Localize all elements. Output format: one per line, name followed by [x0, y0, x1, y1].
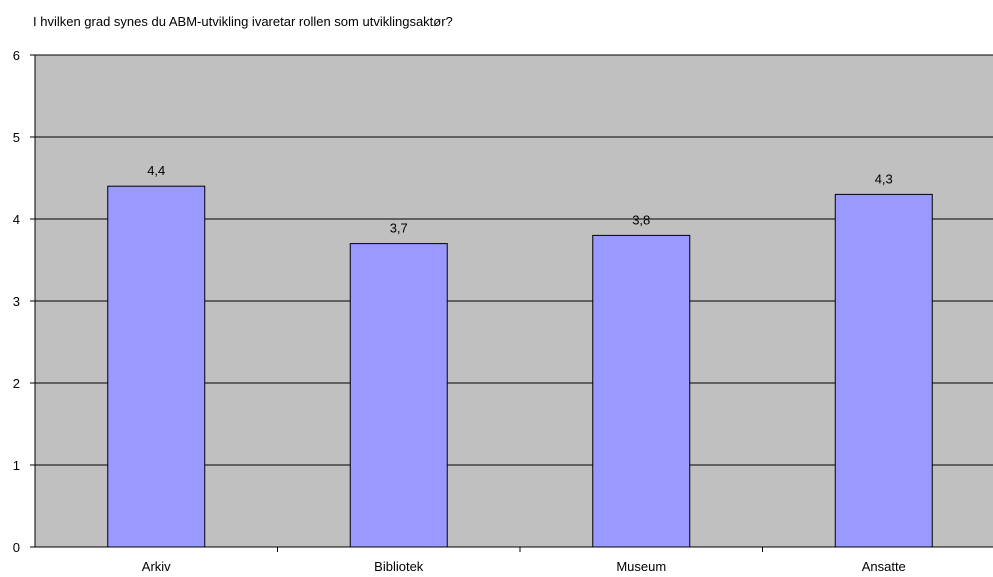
y-tick-label-1: 1	[13, 458, 20, 473]
bar-ansatte	[834, 193, 933, 548]
data-label-museum: 3,8	[632, 212, 650, 227]
data-label-ansatte: 4,3	[875, 171, 893, 186]
x-tick-label-arkiv: Arkiv	[142, 559, 171, 574]
x-tick-label-bibliotek: Bibliotek	[374, 559, 424, 574]
bars	[107, 185, 933, 548]
gridlines	[35, 54, 993, 466]
bar-bibliotek	[349, 243, 448, 548]
data-labels: 4,4 3,7 3,8 4,3	[147, 163, 893, 235]
y-tick-label-3: 3	[13, 294, 20, 309]
y-tick-label-4: 4	[13, 212, 20, 227]
y-tick-label-5: 5	[13, 130, 20, 145]
bar-museum	[592, 234, 691, 548]
chart-title: I hvilken grad synes du ABM-utvikling iv…	[33, 14, 453, 29]
axes	[30, 54, 993, 552]
x-tick-labels: Arkiv Bibliotek Museum Ansatte	[142, 559, 906, 574]
data-label-bibliotek: 3,7	[390, 221, 408, 236]
x-tick-label-ansatte: Ansatte	[862, 559, 906, 574]
y-tick-label-6: 6	[13, 48, 20, 63]
y-tick-labels: 0 1 2 3 4 5 6	[13, 48, 20, 555]
bar-arkiv	[107, 185, 206, 548]
data-label-arkiv: 4,4	[147, 163, 165, 178]
x-tick-label-museum: Museum	[616, 559, 666, 574]
y-tick-label-2: 2	[13, 376, 20, 391]
y-tick-label-0: 0	[13, 540, 20, 555]
